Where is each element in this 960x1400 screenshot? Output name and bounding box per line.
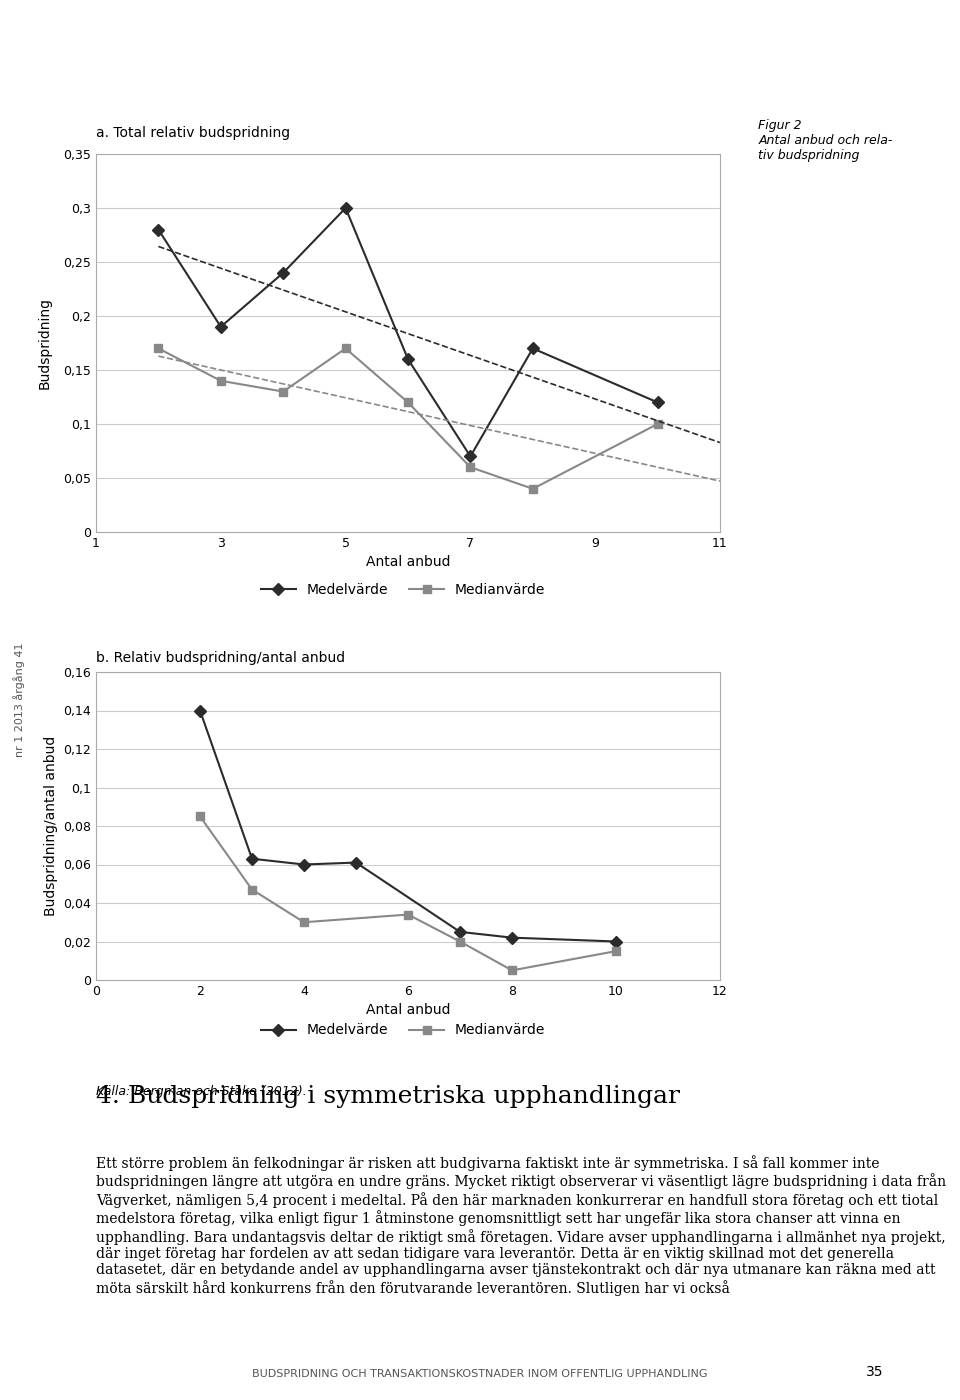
Y-axis label: Budspridning/antal anbud: Budspridning/antal anbud [43, 736, 58, 916]
Text: b. Relativ budspridning/antal anbud: b. Relativ budspridning/antal anbud [96, 651, 346, 665]
Legend: Medelvärde, Medianvärde: Medelvärde, Medianvärde [255, 577, 551, 602]
Text: Källa: Bergman och Stake (2012).: Källa: Bergman och Stake (2012). [96, 1085, 307, 1098]
X-axis label: Antal anbud: Antal anbud [366, 556, 450, 570]
X-axis label: Antal anbud: Antal anbud [366, 1004, 450, 1018]
Text: 35: 35 [866, 1365, 883, 1379]
Text: Ett större problem än felkodningar är risken att budgivarna faktiskt inte är sym: Ett större problem än felkodningar är ri… [96, 1155, 947, 1295]
Text: Figur 2
Antal anbud och rela-
tiv budspridning: Figur 2 Antal anbud och rela- tiv budspr… [758, 119, 893, 162]
Y-axis label: Budspridning: Budspridning [38, 297, 52, 389]
Text: BUDSPRIDNING OCH TRANSAKTIONSKOSTNADER INOM OFFENTLIG UPPHANDLING: BUDSPRIDNING OCH TRANSAKTIONSKOSTNADER I… [252, 1369, 708, 1379]
Text: a. Total relativ budspridning: a. Total relativ budspridning [96, 126, 290, 140]
Text: 4. Budspridning i symmetriska upphandlingar: 4. Budspridning i symmetriska upphandlin… [96, 1085, 680, 1107]
Text: nr 1 2013 årgång 41: nr 1 2013 årgång 41 [13, 643, 25, 757]
Legend: Medelvärde, Medianvärde: Medelvärde, Medianvärde [255, 1018, 551, 1043]
